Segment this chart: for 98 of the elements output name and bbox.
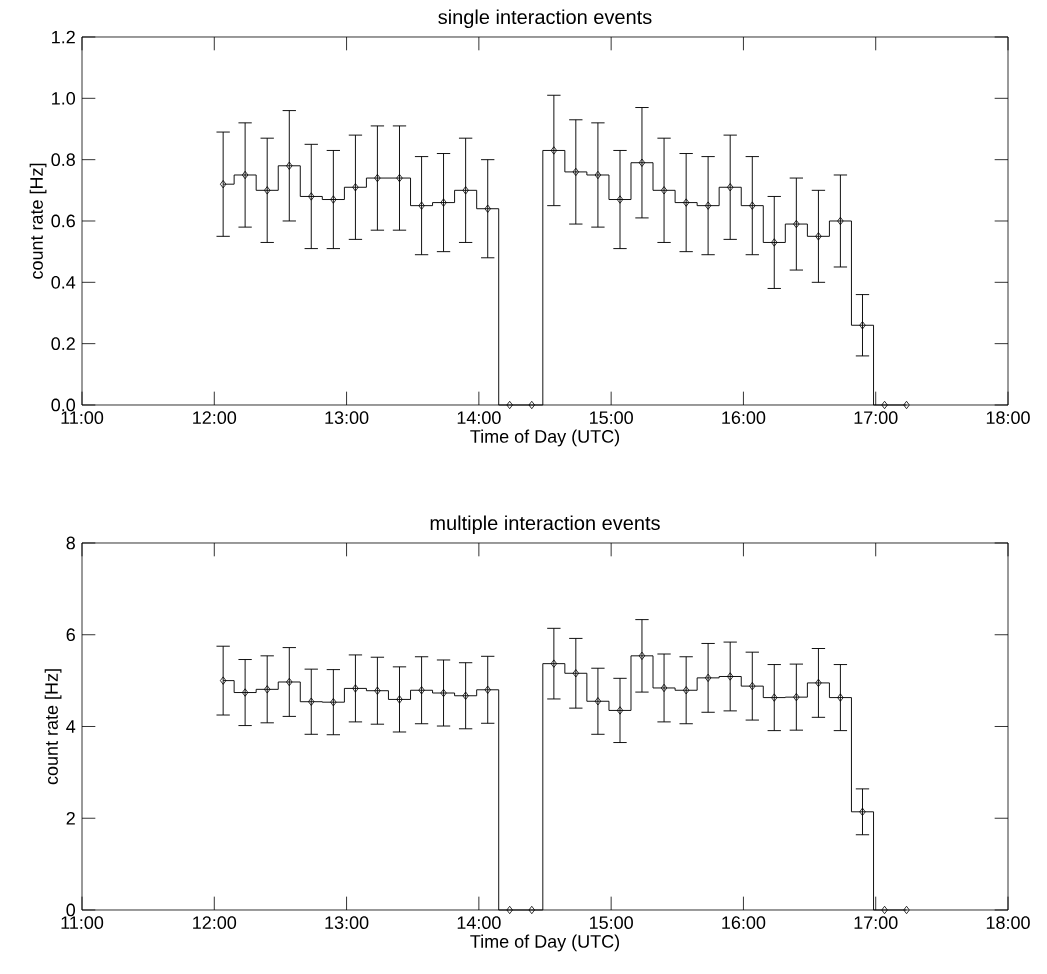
point bbox=[638, 158, 646, 167]
point bbox=[219, 180, 227, 189]
point bbox=[550, 146, 558, 155]
x-axis-title: Time of Day (UTC) bbox=[470, 429, 620, 447]
x-tick-label: 17:00 bbox=[854, 411, 898, 424]
point bbox=[881, 905, 888, 915]
point bbox=[594, 170, 602, 180]
point bbox=[418, 686, 425, 695]
y-tick-label: 0.6 bbox=[51, 214, 75, 228]
point bbox=[462, 186, 469, 195]
y-tick-label: 1.0 bbox=[52, 91, 76, 105]
point bbox=[638, 651, 646, 660]
point bbox=[793, 219, 800, 229]
x-tick-label: 18:00 bbox=[986, 916, 1030, 929]
point bbox=[749, 201, 756, 210]
x-tick-label: 16:00 bbox=[722, 411, 766, 424]
point bbox=[352, 684, 359, 693]
chart-title: multiple interaction events bbox=[430, 515, 660, 535]
y-axis-title: count rate [Hz] bbox=[44, 669, 62, 785]
y-tick-label: 0.8 bbox=[51, 153, 75, 167]
point bbox=[330, 698, 337, 707]
x-tick-label: 18:00 bbox=[986, 411, 1030, 424]
y-tick-label: 0.4 bbox=[51, 275, 76, 289]
point bbox=[704, 201, 712, 210]
x-tick-label: 13:00 bbox=[325, 916, 369, 929]
point bbox=[286, 161, 293, 170]
point bbox=[572, 669, 580, 678]
point bbox=[660, 683, 668, 693]
x-axis-title: Time of Day (UTC) bbox=[470, 934, 620, 952]
x-tick-label: 12:00 bbox=[193, 411, 237, 424]
point bbox=[749, 681, 756, 691]
point bbox=[219, 676, 227, 685]
point bbox=[682, 198, 690, 207]
point bbox=[771, 238, 778, 247]
point bbox=[903, 400, 910, 410]
y-axis-title: count rate [Hz] bbox=[29, 163, 47, 279]
y-tick-label: 2 bbox=[66, 811, 75, 825]
point bbox=[506, 905, 513, 915]
point bbox=[815, 232, 822, 241]
point bbox=[859, 807, 866, 816]
y-tick-label: 8 bbox=[66, 536, 75, 550]
point bbox=[616, 195, 624, 204]
y-tick-label: 0 bbox=[66, 903, 76, 917]
point bbox=[682, 686, 690, 695]
x-tick-label: 12:00 bbox=[193, 916, 237, 929]
point bbox=[308, 697, 315, 706]
x-tick-label: 14:00 bbox=[457, 411, 501, 424]
point bbox=[616, 706, 624, 715]
x-tick-label: 13:00 bbox=[325, 411, 369, 424]
point bbox=[881, 400, 888, 410]
x-tick-label: 16:00 bbox=[722, 916, 766, 929]
y-tick-label: 0.0 bbox=[51, 398, 76, 412]
point bbox=[484, 204, 491, 213]
point bbox=[484, 685, 491, 694]
point bbox=[506, 400, 513, 410]
point bbox=[440, 688, 447, 698]
point bbox=[374, 686, 381, 695]
x-tick-label: 17:00 bbox=[854, 916, 898, 929]
point bbox=[330, 195, 337, 204]
point bbox=[594, 697, 602, 706]
point bbox=[528, 905, 535, 915]
x-tick-label: 11:00 bbox=[61, 411, 104, 424]
point bbox=[241, 688, 249, 697]
point bbox=[440, 198, 447, 207]
point bbox=[815, 678, 822, 688]
point bbox=[837, 216, 844, 226]
point bbox=[727, 183, 734, 192]
point bbox=[374, 173, 381, 183]
point bbox=[241, 170, 249, 180]
chart-title: single interaction events bbox=[438, 9, 652, 29]
y-tick-label: 1.2 bbox=[52, 30, 75, 44]
x-tick-label: 14:00 bbox=[457, 916, 501, 929]
y-tick-label: 0.2 bbox=[51, 337, 75, 351]
point bbox=[462, 691, 469, 700]
point bbox=[859, 321, 866, 330]
point bbox=[793, 693, 800, 702]
point bbox=[771, 693, 778, 702]
point bbox=[660, 186, 668, 195]
x-tick-label: 15:00 bbox=[590, 916, 633, 929]
point bbox=[396, 695, 403, 704]
point bbox=[704, 673, 712, 682]
y-tick-label: 6 bbox=[66, 628, 75, 642]
point bbox=[550, 659, 558, 668]
point bbox=[396, 173, 403, 183]
point bbox=[572, 167, 580, 177]
point bbox=[264, 685, 271, 694]
point bbox=[528, 400, 535, 410]
x-tick-label: 15:00 bbox=[590, 411, 633, 424]
point bbox=[418, 201, 425, 210]
point bbox=[727, 672, 734, 681]
point bbox=[352, 183, 359, 192]
point bbox=[264, 186, 271, 195]
point bbox=[837, 693, 844, 702]
y-tick-label: 4 bbox=[66, 720, 76, 733]
point bbox=[903, 905, 910, 915]
x-tick-label: 11:00 bbox=[61, 916, 104, 929]
point bbox=[308, 192, 315, 201]
point bbox=[286, 677, 293, 687]
